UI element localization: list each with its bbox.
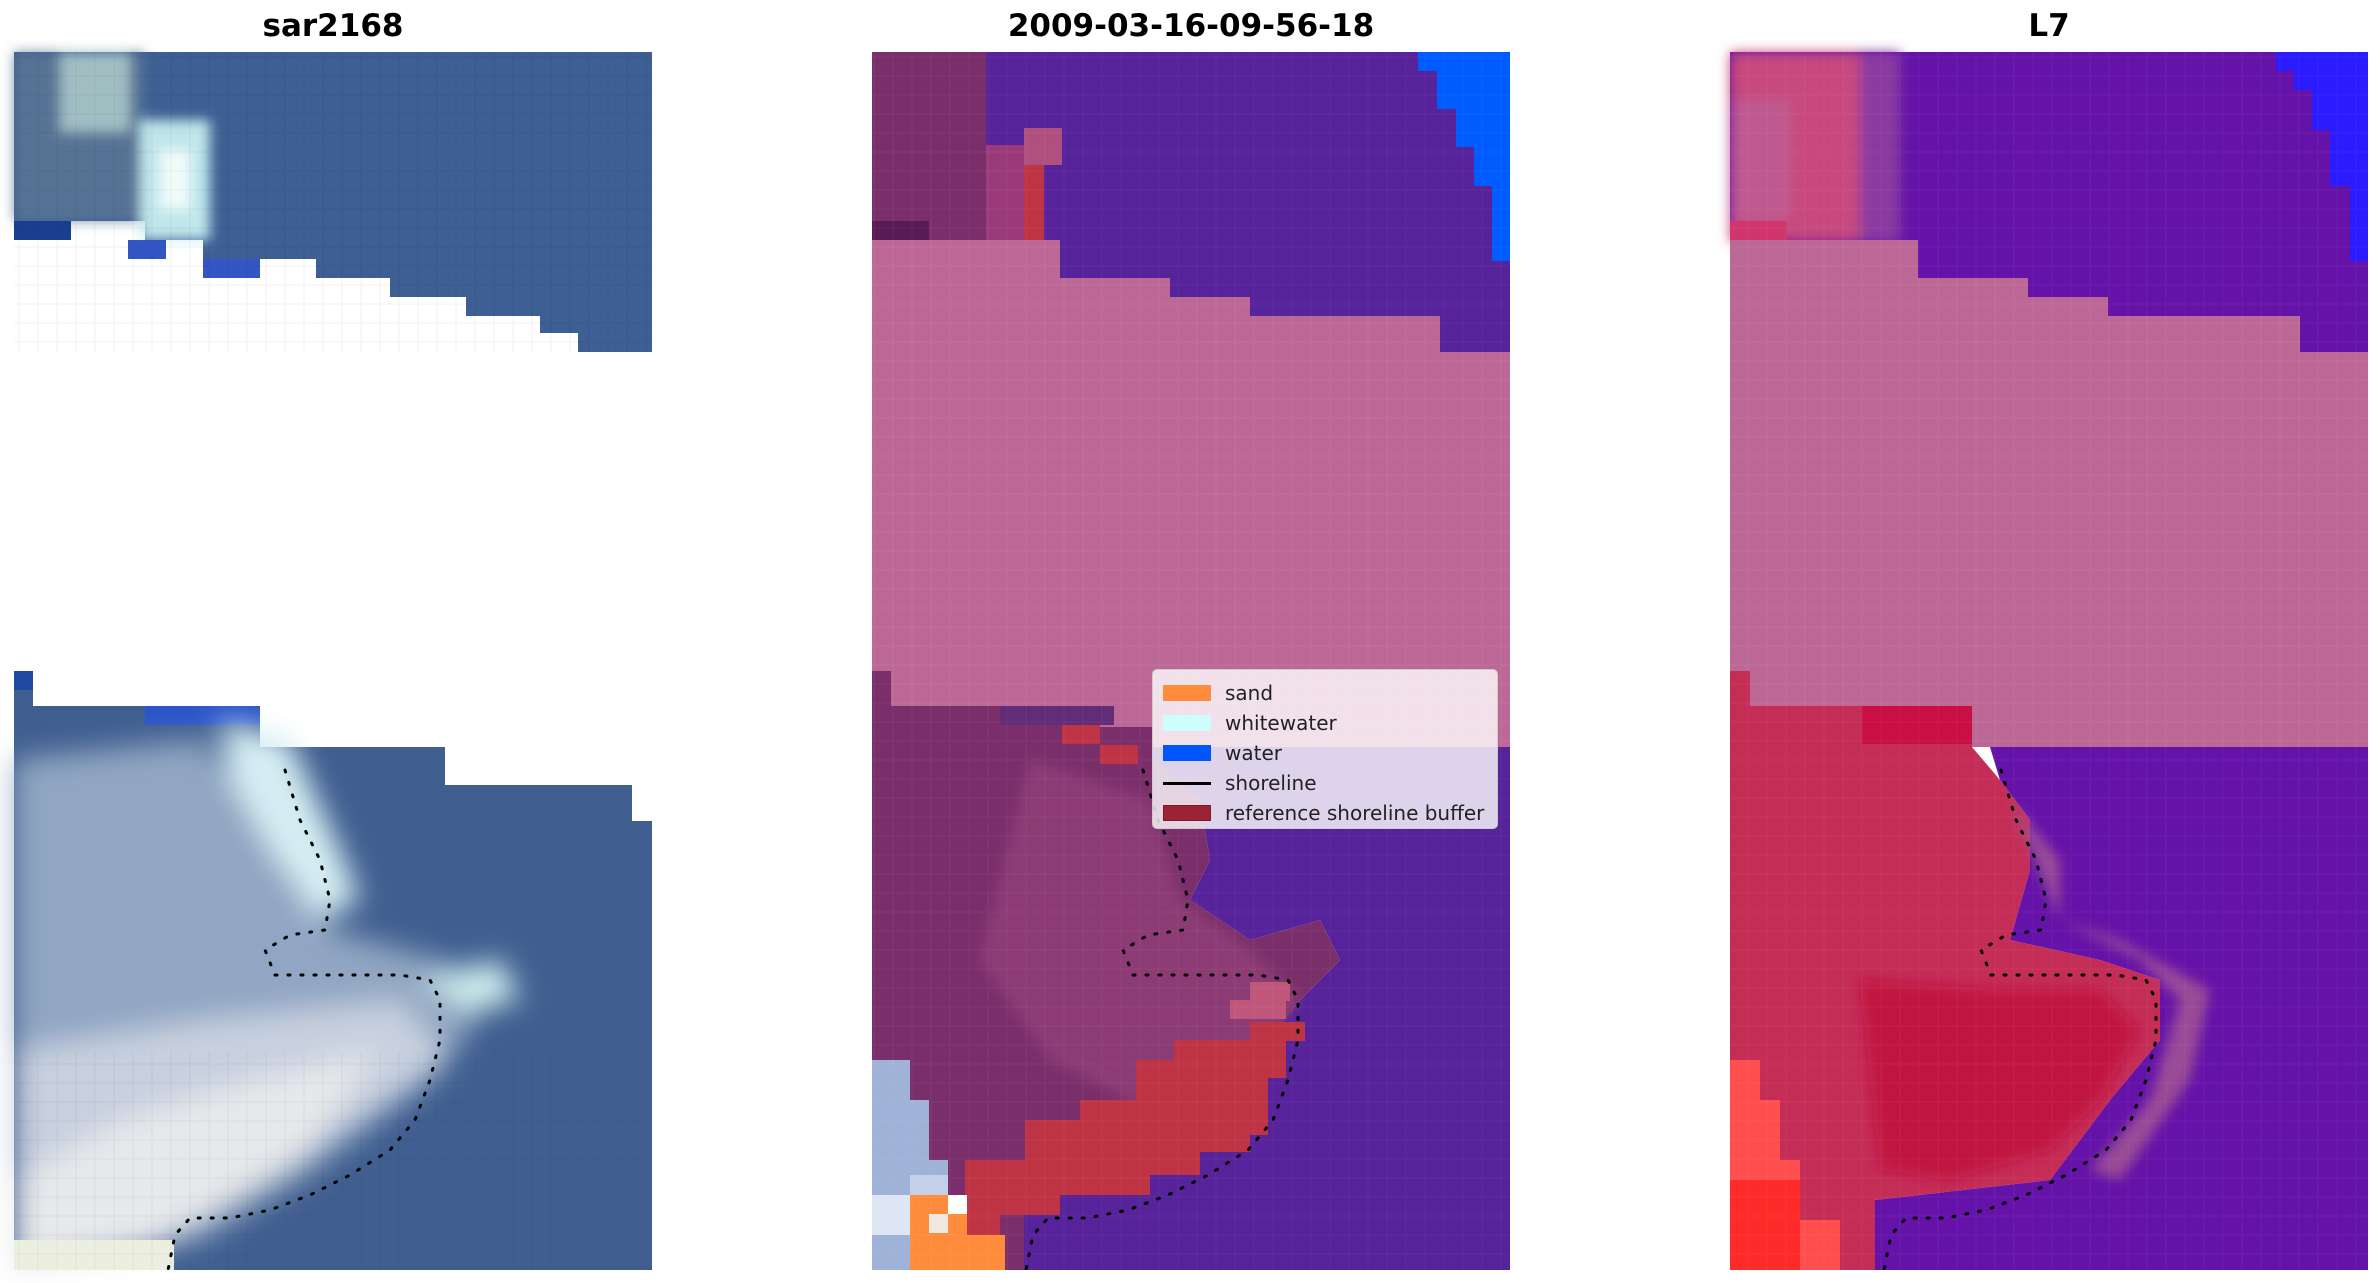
panel-title-rgb: sar2168 bbox=[262, 8, 404, 44]
legend-swatch-sand bbox=[1163, 685, 1211, 701]
legend-swatch-water bbox=[1163, 745, 1211, 761]
legend-swatch-reference-buffer bbox=[1163, 805, 1211, 821]
panel-title-mndwi: L7 bbox=[2028, 8, 2070, 44]
legend-item-shoreline: shoreline bbox=[1163, 768, 1487, 798]
legend-swatch-shoreline bbox=[1163, 781, 1211, 785]
shoreline-rgb bbox=[166, 768, 442, 1272]
legend-label: water bbox=[1225, 741, 1282, 765]
legend: sand whitewater water shoreline referenc… bbox=[1152, 669, 1498, 829]
panel-title-classified: 2009-03-16-09-56-18 bbox=[1007, 8, 1375, 44]
legend-label: whitewater bbox=[1225, 711, 1337, 735]
legend-swatch-whitewater bbox=[1163, 715, 1211, 731]
classified-image bbox=[872, 52, 1510, 1270]
shoreline-classified bbox=[1024, 768, 1300, 1272]
legend-item-water: water bbox=[1163, 738, 1487, 768]
legend-label: shoreline bbox=[1225, 771, 1317, 795]
legend-item-sand: sand bbox=[1163, 678, 1487, 708]
legend-item-reference-buffer: reference shoreline buffer bbox=[1163, 798, 1487, 828]
legend-label: sand bbox=[1225, 681, 1274, 705]
legend-item-whitewater: whitewater bbox=[1163, 708, 1487, 738]
shoreline-mndwi bbox=[1882, 768, 2158, 1272]
rgb-image bbox=[14, 52, 652, 1270]
legend-label: reference shoreline buffer bbox=[1225, 801, 1485, 825]
